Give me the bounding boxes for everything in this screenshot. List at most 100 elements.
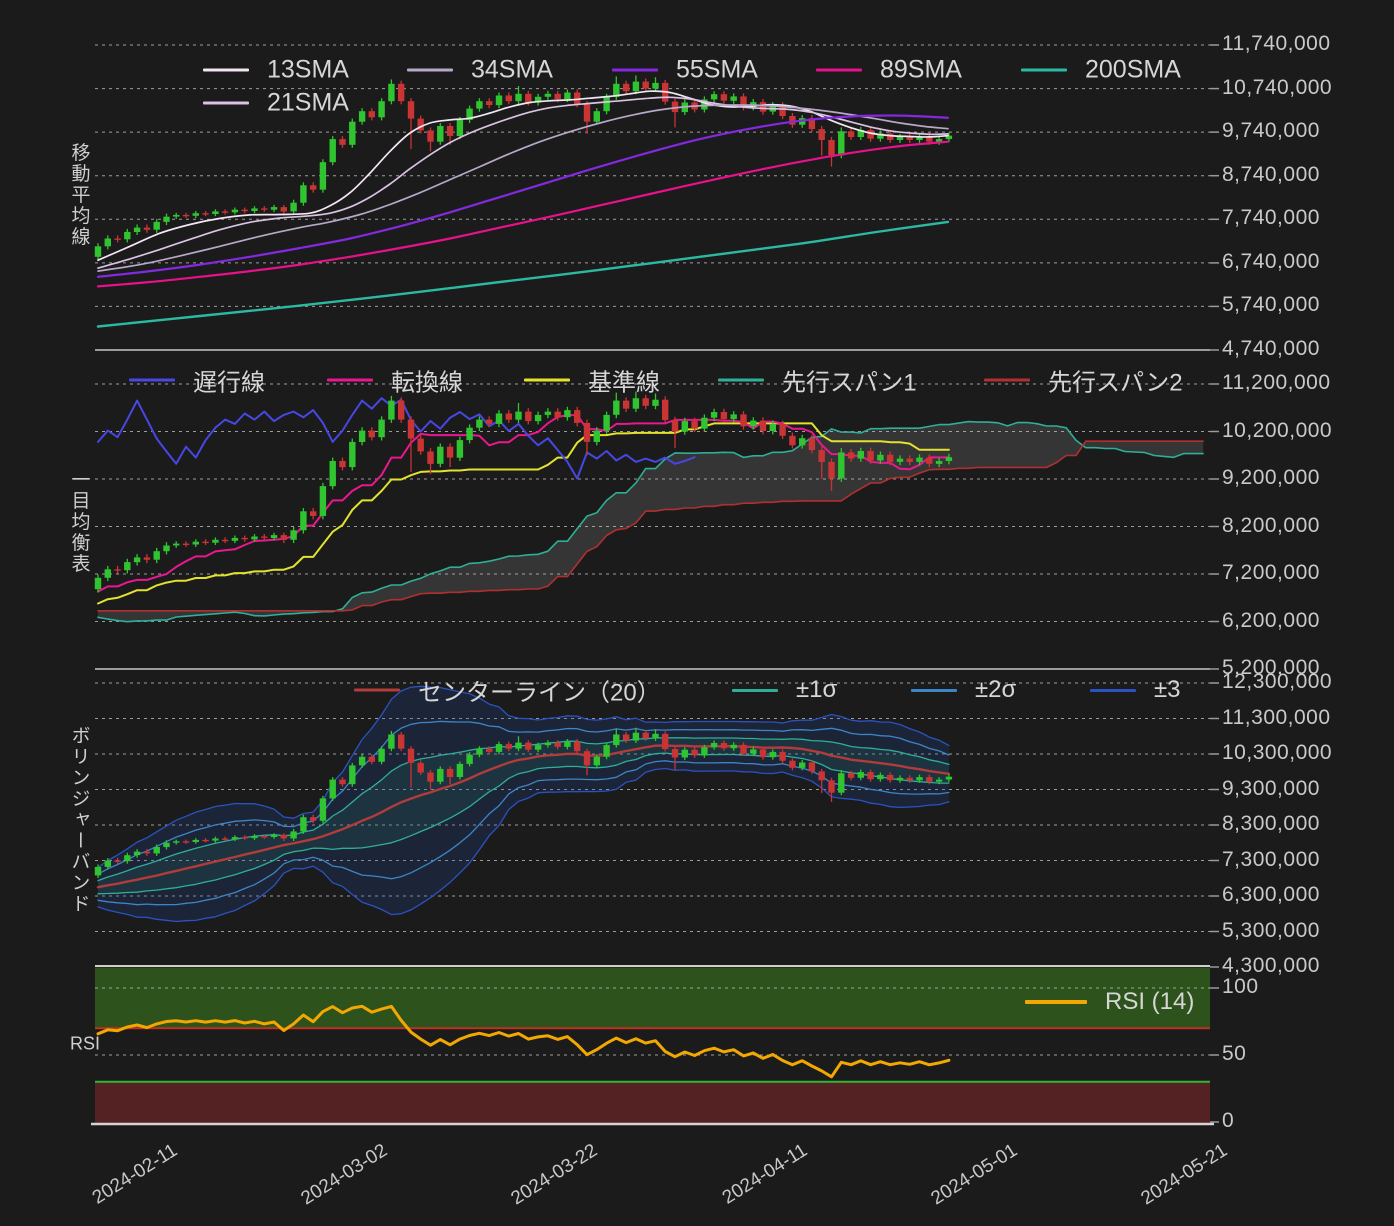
bollinger-inner-area	[98, 737, 949, 894]
legend-swatch	[354, 688, 400, 692]
y-tick-label: 8,300,000	[1222, 812, 1320, 836]
legend-swatch	[203, 101, 249, 105]
legend-item-sma[interactable]: 89SMA	[816, 56, 962, 85]
legend-swatch	[984, 378, 1030, 382]
legend-item-sma[interactable]: 34SMA	[407, 56, 553, 85]
bollinger-minus2-line	[97, 760, 950, 906]
legend-swatch	[1090, 688, 1136, 692]
y-tick-label: 6,300,000	[1222, 883, 1320, 907]
sma34-line	[97, 104, 949, 272]
legend-label: センターライン（20）	[418, 679, 661, 707]
legend-swatch	[612, 68, 658, 72]
legend-item-bollinger[interactable]: センターライン（20）	[354, 673, 661, 708]
legend-item-sma[interactable]: 21SMA	[203, 89, 349, 118]
ichimoku-lagging-line	[97, 397, 696, 480]
y-tick-label: 5,200,000	[1222, 656, 1320, 680]
legend-label: 21SMA	[267, 88, 349, 117]
legend-label: ±2σ	[975, 676, 1017, 703]
legend-swatch	[203, 68, 249, 72]
y-tick-label: 9,740,000	[1222, 119, 1320, 143]
y-tick-label: 4,300,000	[1222, 954, 1320, 978]
legend-label: ±1σ	[796, 676, 838, 703]
legend-label: 遅行線	[193, 369, 265, 397]
y-tick-label: 10,740,000	[1222, 75, 1333, 99]
y-tick-label: 6,740,000	[1222, 249, 1320, 273]
ichimoku-base-line	[97, 422, 950, 605]
y-tick-label: 100	[1222, 975, 1259, 999]
legend-item-ichimoku[interactable]: 転換線	[327, 363, 463, 398]
ichimoku-span1-line	[97, 420, 1204, 623]
panel-title-bollinger: ボリンジャーバンド	[68, 725, 90, 915]
legend-swatch	[1025, 1000, 1087, 1004]
sma200-line	[96, 220, 950, 328]
legend-label: 13SMA	[267, 55, 349, 84]
y-tick-label: 0	[1222, 1109, 1235, 1133]
sma89-line	[96, 140, 950, 288]
legend-label: 200SMA	[1085, 55, 1181, 84]
legend-item-ichimoku[interactable]: 先行スパン1	[718, 363, 917, 398]
y-tick-label: 7,200,000	[1222, 561, 1320, 585]
y-tick-label: 10,200,000	[1222, 418, 1333, 442]
legend-label: 55SMA	[676, 55, 758, 84]
legend-swatch	[816, 68, 862, 72]
rsi-overbought-zone	[95, 967, 1210, 1029]
legend-swatch	[327, 378, 373, 382]
y-tick-label: 5,300,000	[1222, 918, 1320, 942]
y-tick-label: 7,300,000	[1222, 847, 1320, 871]
ichimoku-span2-line	[97, 440, 1204, 612]
y-tick-label: 7,740,000	[1222, 206, 1320, 230]
y-tick-label: 8,740,000	[1222, 162, 1320, 186]
legend-item-bollinger[interactable]: ±2σ	[911, 676, 1016, 704]
bollinger-minus1-line	[97, 752, 950, 895]
bollinger-plus1-line	[97, 737, 950, 882]
sma55-line	[96, 114, 950, 278]
legend-item-sma[interactable]: 13SMA	[203, 56, 349, 85]
sma21-line	[97, 96, 949, 269]
legend-item-ichimoku[interactable]: 先行スパン2	[984, 363, 1183, 398]
bollinger-plus2-line	[97, 720, 950, 875]
y-tick-label: 5,740,000	[1222, 293, 1320, 317]
y-tick-label: 8,200,000	[1222, 513, 1320, 537]
legend-label: 基準線	[588, 369, 660, 397]
legend-label: 先行スパン1	[782, 369, 917, 397]
bollinger-band-area	[98, 686, 949, 922]
legend-label: 34SMA	[471, 55, 553, 84]
legend-item-ichimoku[interactable]: 遅行線	[129, 363, 265, 398]
panel-title-moving-averages: 移動平均線	[68, 142, 90, 248]
y-tick-label: 11,300,000	[1222, 705, 1331, 729]
sma13-line	[97, 90, 949, 262]
y-tick-label: 10,300,000	[1222, 741, 1333, 765]
y-tick-label: 12,300,000	[1222, 670, 1333, 694]
legend-label: 89SMA	[880, 55, 962, 84]
legend-item-sma[interactable]: 55SMA	[612, 56, 758, 85]
y-tick-label: 11,740,000	[1222, 32, 1331, 56]
legend-item-ichimoku[interactable]: 基準線	[524, 363, 660, 398]
legend-swatch	[911, 688, 957, 692]
legend-label: 転換線	[391, 369, 463, 397]
rsi-oversold-zone	[95, 1081, 1210, 1123]
candlestick-series-ichimoku	[94, 391, 953, 593]
y-tick-label: 4,740,000	[1222, 337, 1320, 361]
legend-item-bollinger[interactable]: ±3	[1090, 676, 1181, 704]
legend-item-bollinger[interactable]: ±1σ	[732, 676, 837, 704]
legend-item-sma[interactable]: 200SMA	[1021, 56, 1181, 85]
legend-swatch	[718, 378, 764, 382]
panel-title-rsi: RSI	[69, 1033, 101, 1054]
rsi-line	[96, 1004, 951, 1079]
legend-swatch	[129, 378, 175, 382]
bollinger-plus3-line	[97, 685, 950, 869]
y-tick-label: 50	[1222, 1042, 1247, 1066]
legend-label: 先行スパン2	[1048, 369, 1183, 397]
legend-swatch	[732, 688, 778, 692]
legend-swatch	[407, 68, 453, 72]
candlestick-series-bollinger	[94, 727, 953, 878]
ichimoku-conversion-line	[97, 414, 950, 593]
y-tick-label: 9,300,000	[1222, 776, 1320, 800]
y-tick-label: 9,200,000	[1222, 466, 1320, 490]
legend-label: RSI (14)	[1105, 988, 1195, 1015]
ichimoku-cloud	[98, 421, 1204, 622]
bollinger-minus3-line	[97, 767, 950, 923]
legend-item-rsi[interactable]: RSI (14)	[1025, 988, 1194, 1016]
